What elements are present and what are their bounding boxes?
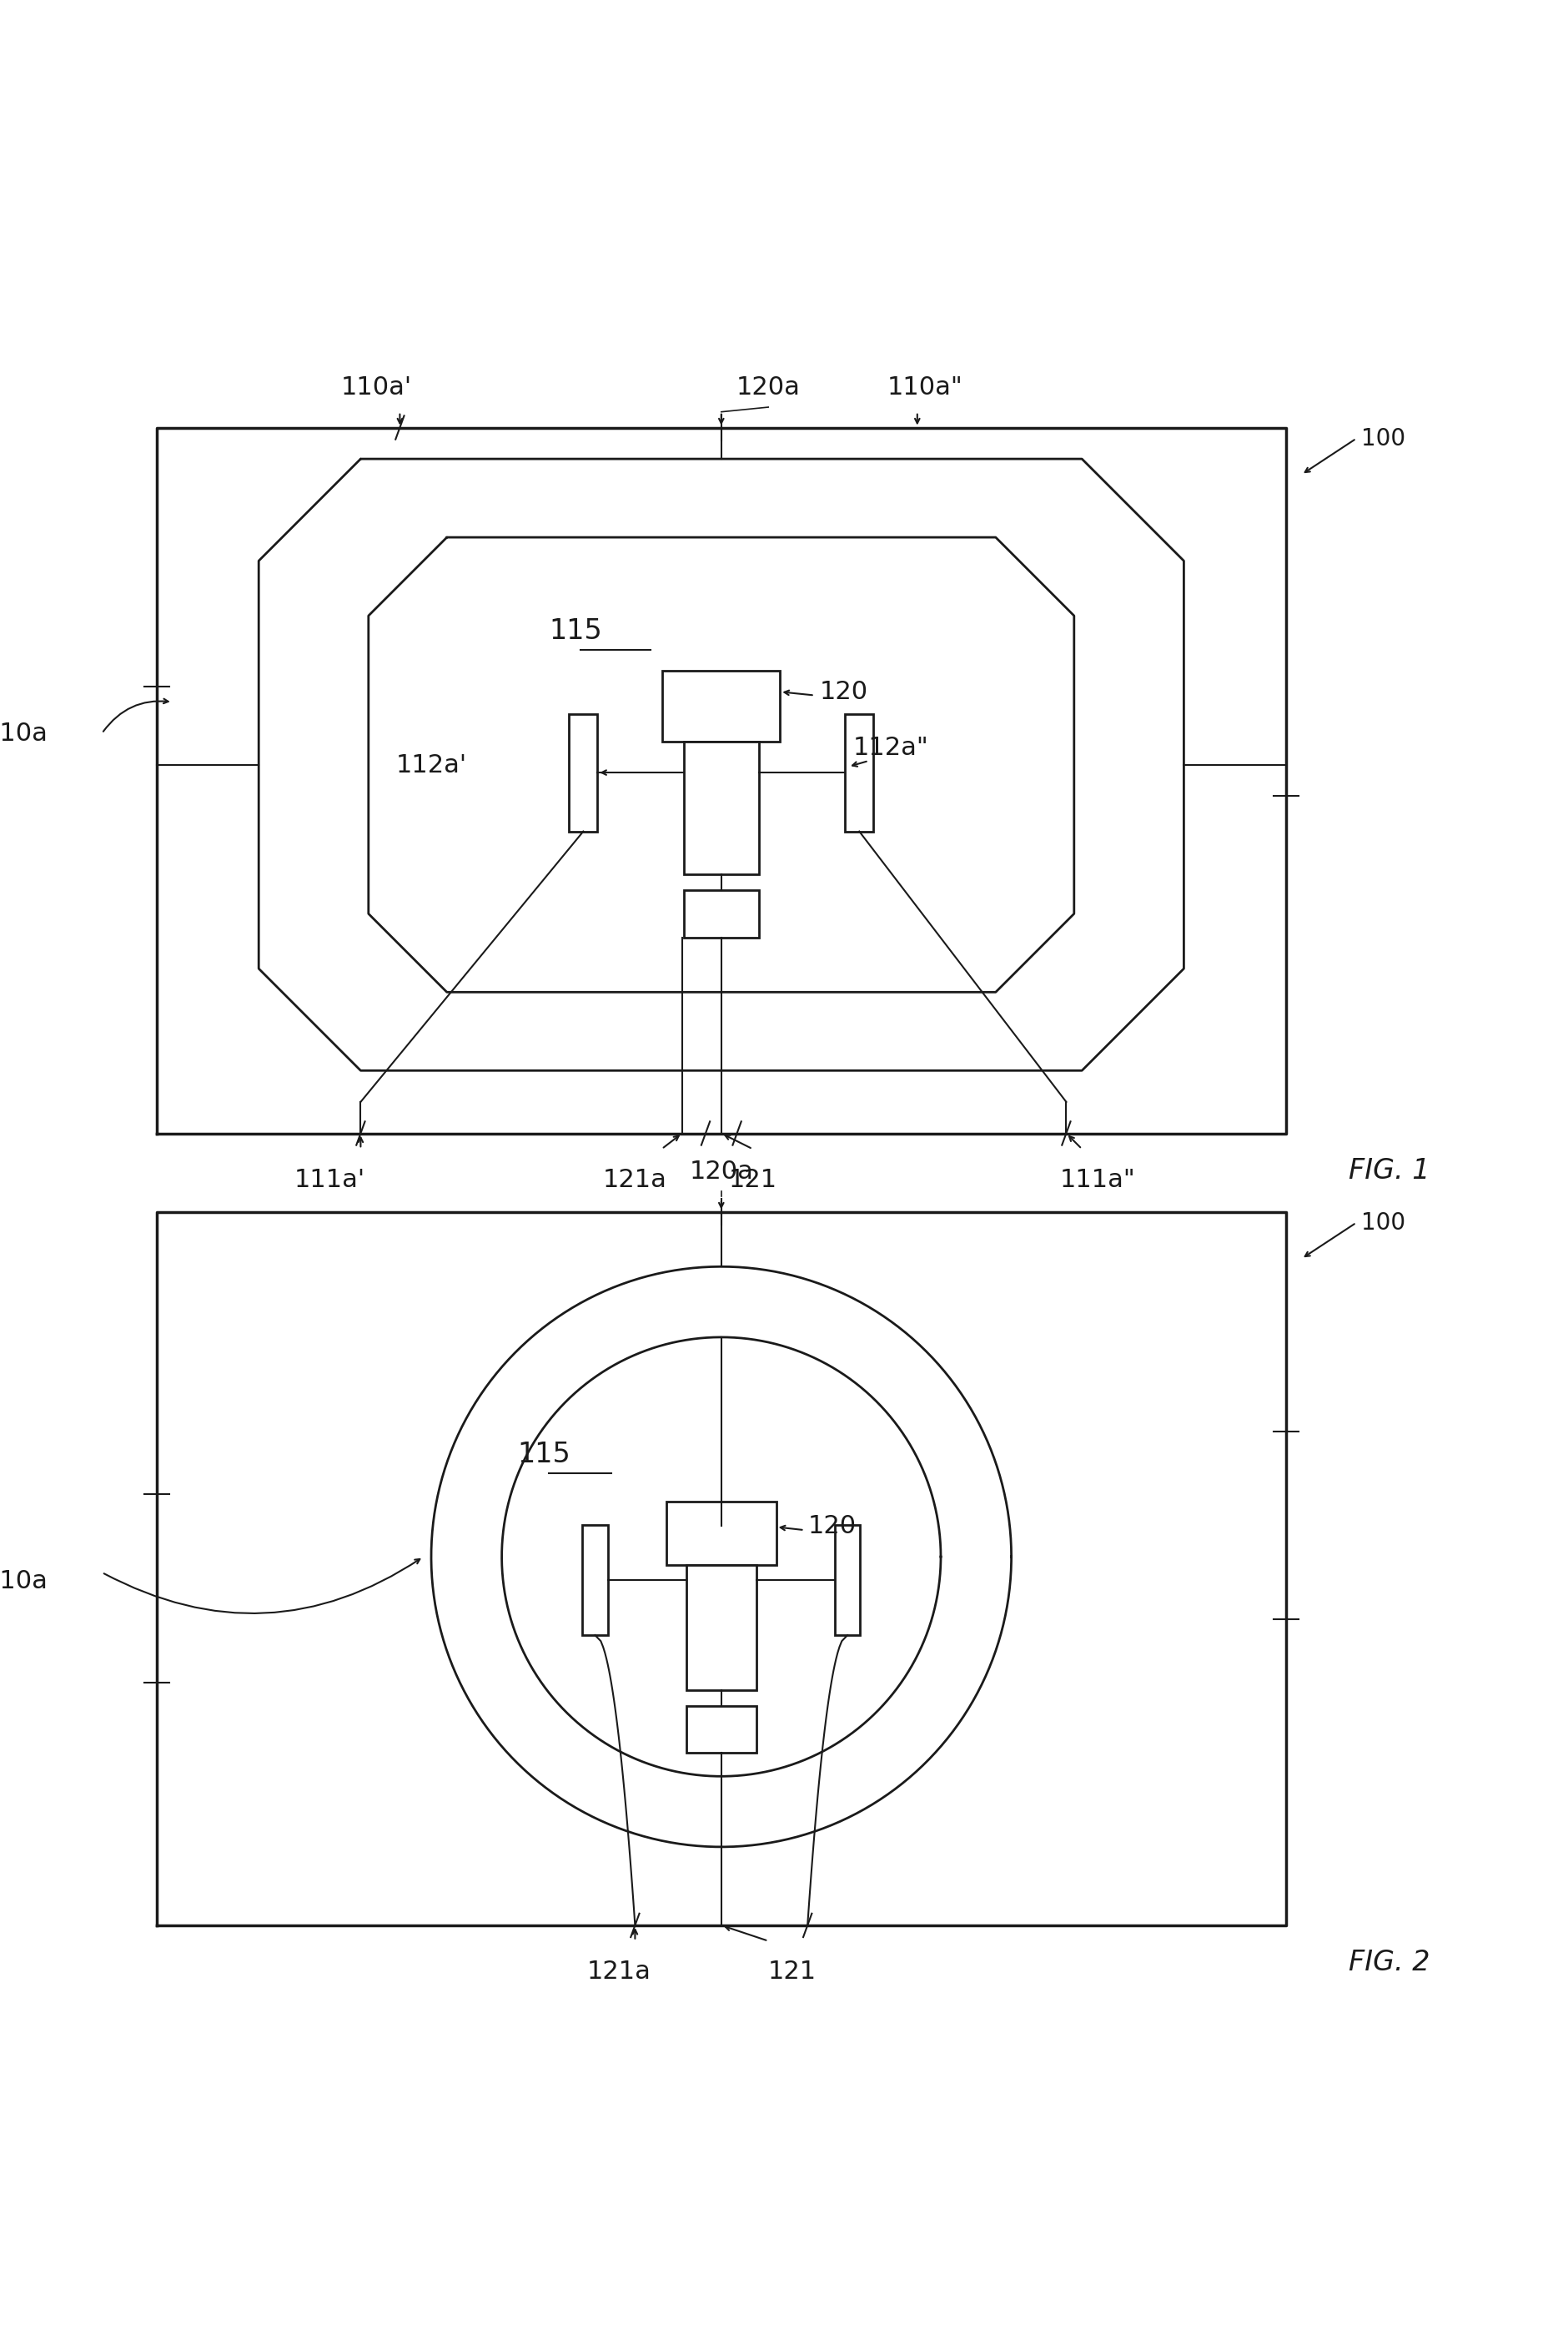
Text: 120: 120 <box>820 680 867 704</box>
Bar <box>663 671 781 741</box>
Text: 112a": 112a" <box>853 736 928 760</box>
Bar <box>687 1705 756 1752</box>
Text: FIG. 1: FIG. 1 <box>1348 1156 1430 1184</box>
Text: 121: 121 <box>768 1960 815 1984</box>
Bar <box>845 713 873 832</box>
Text: 121: 121 <box>729 1168 776 1191</box>
Text: 120a: 120a <box>690 1158 753 1184</box>
Text: 115: 115 <box>517 1440 571 1468</box>
Bar <box>684 891 759 938</box>
Bar <box>583 1524 608 1634</box>
Text: 120a: 120a <box>737 375 800 399</box>
Text: 121a: 121a <box>604 1168 666 1191</box>
Text: 100: 100 <box>1361 1210 1405 1233</box>
Text: 110a: 110a <box>0 1569 47 1592</box>
Text: 120: 120 <box>808 1515 856 1538</box>
Bar <box>569 713 597 832</box>
Bar <box>684 741 759 875</box>
Text: 110a: 110a <box>0 722 47 746</box>
Text: 112a': 112a' <box>397 753 467 779</box>
Bar <box>836 1524 859 1634</box>
Text: 115: 115 <box>549 617 602 645</box>
Text: 110a': 110a' <box>340 375 412 399</box>
Text: 100: 100 <box>1361 427 1405 450</box>
Text: 111a": 111a" <box>1060 1168 1135 1191</box>
Bar <box>666 1501 776 1564</box>
Text: FIG. 2: FIG. 2 <box>1348 1949 1430 1977</box>
Bar <box>687 1564 756 1691</box>
Text: 121a: 121a <box>588 1960 651 1984</box>
Text: 110a": 110a" <box>887 375 963 399</box>
Text: 111a': 111a' <box>293 1168 365 1191</box>
